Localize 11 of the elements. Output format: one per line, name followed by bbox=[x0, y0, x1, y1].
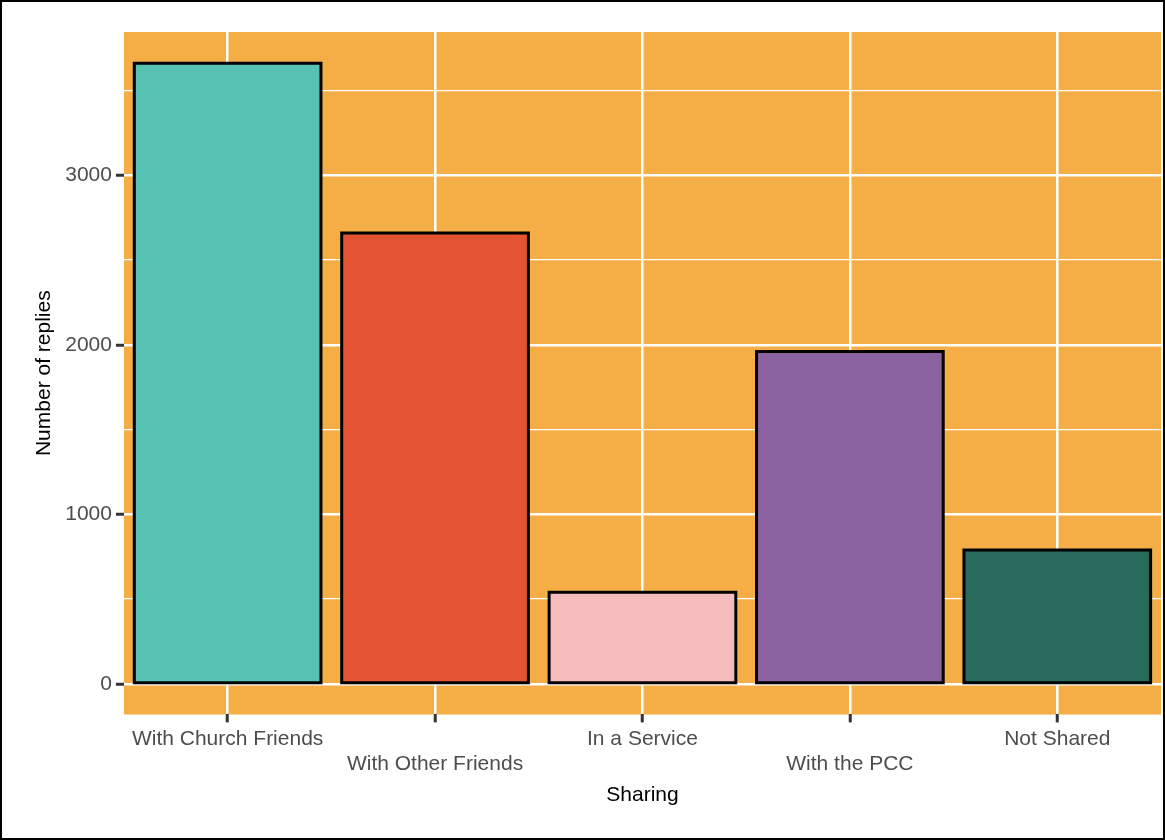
y-tick-label: 3000 bbox=[65, 162, 112, 186]
x-tick-label: With the PCC bbox=[786, 751, 914, 774]
y-axis-title: Number of replies bbox=[31, 290, 55, 457]
x-axis-title: Sharing bbox=[606, 782, 679, 806]
x-tick-label: With Church Friends bbox=[131, 725, 324, 749]
x-tick-label: In a Service bbox=[587, 725, 698, 749]
y-tick-label: 2000 bbox=[65, 331, 112, 355]
x-tick-label: With Other Friends bbox=[346, 751, 524, 774]
y-tick-label: 1000 bbox=[65, 501, 112, 525]
y-tick-label: 0 bbox=[100, 670, 112, 694]
x-tick-label: Not Shared bbox=[1004, 725, 1111, 749]
